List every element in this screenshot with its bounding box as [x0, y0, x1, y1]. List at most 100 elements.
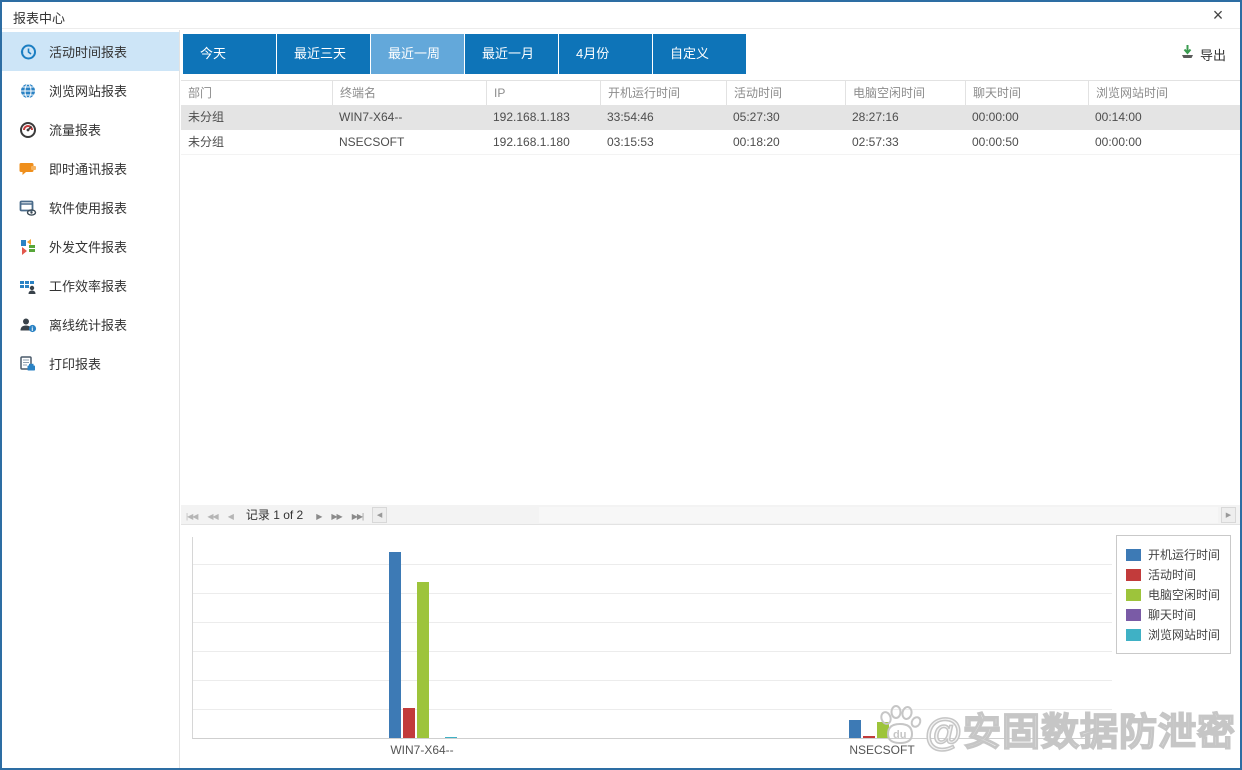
- tab-6[interactable]: 自定义: [653, 34, 746, 74]
- hscroll-right-icon[interactable]: ▶: [1221, 507, 1236, 523]
- table-row[interactable]: 未分组 WIN7-X64-- 192.168.1.183 33:54:46 05:27:…: [181, 105, 1240, 130]
- sidebar-item-label: 打印报表: [49, 357, 102, 372]
- sidebar-item-8[interactable]: i 离线统计报表: [2, 305, 179, 344]
- sidebar-item-label: 活动时间报表: [49, 45, 128, 60]
- legend-item: 开机运行时间: [1125, 546, 1220, 563]
- globe-icon: [19, 82, 37, 100]
- x-axis-label: NSECSOFT: [849, 743, 915, 757]
- pagination-next-2-icon[interactable]: ▶▶: [331, 511, 342, 521]
- legend-item: 聊天时间: [1125, 606, 1220, 623]
- tab-4[interactable]: 最近一月: [465, 34, 558, 74]
- title-bar: 报表中心 ×: [2, 2, 1240, 29]
- hscroll-track[interactable]: [539, 507, 1218, 523]
- bar-开机运行时间: [849, 720, 861, 738]
- pagination-next-buttons: ▶ ▶▶ ▶▶|: [311, 506, 368, 524]
- column-header[interactable]: 聊天时间: [965, 81, 1088, 105]
- activity-time-table: 部门 终端名 IP 开机运行时间 活动时间 电脑空闲时间 聊天时间 浏览网站时间 未分组 WIN…: [181, 80, 1240, 155]
- bar-活动时间: [403, 708, 415, 738]
- export-label: 导出: [1199, 47, 1226, 63]
- bar-group-NSECSOFT: [848, 720, 918, 738]
- table-cell: 未分组: [188, 110, 225, 124]
- legend-swatch-icon: [1125, 588, 1141, 601]
- table-cell: 02:57:33: [852, 135, 899, 149]
- outgoing-file-icon: [19, 238, 37, 256]
- legend-label: 活动时间: [1147, 568, 1196, 582]
- print-icon: [19, 355, 37, 373]
- legend-label: 聊天时间: [1147, 608, 1196, 622]
- legend-label: 开机运行时间: [1147, 548, 1220, 562]
- tab-2[interactable]: 最近三天: [277, 34, 370, 74]
- export-button[interactable]: 导出: [1180, 44, 1226, 64]
- table-cell: 未分组: [188, 135, 225, 149]
- table-cell: 192.168.1.180: [493, 135, 570, 149]
- sidebar-item-3[interactable]: 流量报表: [2, 110, 179, 149]
- pagination-prev-buttons: |◀◀ ◀◀ ◀: [181, 506, 238, 524]
- chart-legend: 开机运行时间 活动时间电脑空闲时间 聊天时间浏览网站时间: [1115, 535, 1231, 654]
- tab-3[interactable]: 最近一周: [371, 34, 464, 74]
- table-cell: 28:27:16: [852, 110, 899, 124]
- legend-item: 浏览网站时间: [1125, 626, 1220, 643]
- table-cell: 00:00:00: [1095, 135, 1142, 149]
- column-header[interactable]: 部门: [188, 86, 213, 100]
- sidebar-item-2[interactable]: 浏览网站报表: [2, 71, 179, 110]
- sidebar-item-label: 即时通讯报表: [49, 162, 128, 177]
- window-title: 报表中心: [13, 11, 66, 26]
- table-cell: 00:14:00: [1095, 110, 1142, 124]
- pagination-next-1-icon[interactable]: ▶: [316, 511, 322, 521]
- chart-x-axis-labels: WIN7-X64-- NSECSOFT: [192, 743, 1112, 759]
- sidebar-item-4[interactable]: 即时通讯报表: [2, 149, 179, 188]
- table-header-row: 部门 终端名 IP 开机运行时间 活动时间 电脑空闲时间 聊天时间 浏览网站时间: [181, 80, 1240, 105]
- software-usage-icon: [19, 199, 37, 217]
- table-cell: 192.168.1.183: [493, 110, 570, 124]
- bar-活动时间: [863, 736, 875, 738]
- table-body: 未分组 WIN7-X64-- 192.168.1.183 33:54:46 05:27:…: [181, 105, 1240, 155]
- table-cell: 05:27:30: [733, 110, 780, 124]
- tab-5[interactable]: 4月份: [559, 34, 652, 74]
- table-cell: NSECSOFT: [339, 135, 405, 149]
- legend-item: 电脑空闲时间: [1125, 586, 1220, 603]
- bar-chart: WIN7-X64-- NSECSOFT 开机运行时间 活动时间电脑空闲时间 聊天时间浏…: [181, 526, 1240, 768]
- column-header[interactable]: 活动时间: [726, 81, 845, 105]
- chart-plot-area: [192, 537, 1112, 739]
- bar-电脑空闲时间: [417, 582, 429, 738]
- legend-swatch-icon: [1125, 628, 1141, 641]
- column-header[interactable]: 浏览网站时间: [1088, 81, 1240, 105]
- legend-label: 浏览网站时间: [1147, 628, 1220, 642]
- sidebar: 活动时间报表 浏览网站报表 流量报表即时通讯报表 软件使用报表 外发文件报表工作效率报表…: [2, 30, 180, 768]
- pagination-prev-2-icon[interactable]: ◀◀: [207, 511, 218, 521]
- sidebar-item-label: 浏览网站报表: [49, 84, 128, 99]
- table-cell: WIN7-X64--: [339, 110, 403, 124]
- table-row[interactable]: 未分组 NSECSOFT 192.168.1.180 03:15:53 00:18:20…: [181, 130, 1240, 155]
- close-icon[interactable]: ×: [1212, 5, 1224, 25]
- pagination-bar: |◀◀ ◀◀ ◀ 记录 1 of 2 ▶ ▶▶ ▶▶| ◀ ▶: [181, 505, 1240, 525]
- column-header[interactable]: IP: [486, 81, 600, 105]
- legend-label: 电脑空闲时间: [1147, 588, 1220, 602]
- record-count-label: 记录 1 of 2: [245, 508, 304, 522]
- hscroll-left-icon[interactable]: ◀: [372, 506, 388, 523]
- column-header[interactable]: 电脑空闲时间: [845, 81, 965, 105]
- table-cell: 03:15:53: [607, 135, 654, 149]
- bar-浏览网站时间: [445, 737, 457, 738]
- x-axis-label: WIN7-X64--: [390, 743, 454, 757]
- chat-bubble-icon: [19, 160, 37, 178]
- sidebar-item-1[interactable]: 活动时间报表: [2, 32, 179, 71]
- sidebar-item-label: 流量报表: [49, 123, 102, 138]
- tab-1[interactable]: 今天: [183, 34, 276, 74]
- sidebar-item-label: 软件使用报表: [49, 201, 128, 216]
- pagination-next-3-icon[interactable]: ▶▶|: [351, 511, 364, 521]
- sidebar-item-label: 外发文件报表: [49, 240, 128, 255]
- gauge-icon: [19, 121, 37, 139]
- legend-swatch-icon: [1125, 568, 1141, 581]
- column-header[interactable]: 开机运行时间: [600, 81, 726, 105]
- legend-swatch-icon: [1125, 548, 1141, 561]
- export-download-icon: [1180, 44, 1195, 64]
- pagination-prev-1-icon[interactable]: |◀◀: [186, 511, 198, 521]
- sidebar-item-6[interactable]: 外发文件报表: [2, 227, 179, 266]
- sidebar-item-7[interactable]: 工作效率报表: [2, 266, 179, 305]
- column-header[interactable]: 终端名: [332, 81, 486, 105]
- pagination-prev-3-icon[interactable]: ◀: [227, 511, 234, 521]
- sidebar-item-9[interactable]: 打印报表: [2, 344, 179, 383]
- efficiency-grid-icon: [19, 277, 37, 295]
- table-cell: 00:18:20: [733, 135, 780, 149]
- sidebar-item-5[interactable]: 软件使用报表: [2, 188, 179, 227]
